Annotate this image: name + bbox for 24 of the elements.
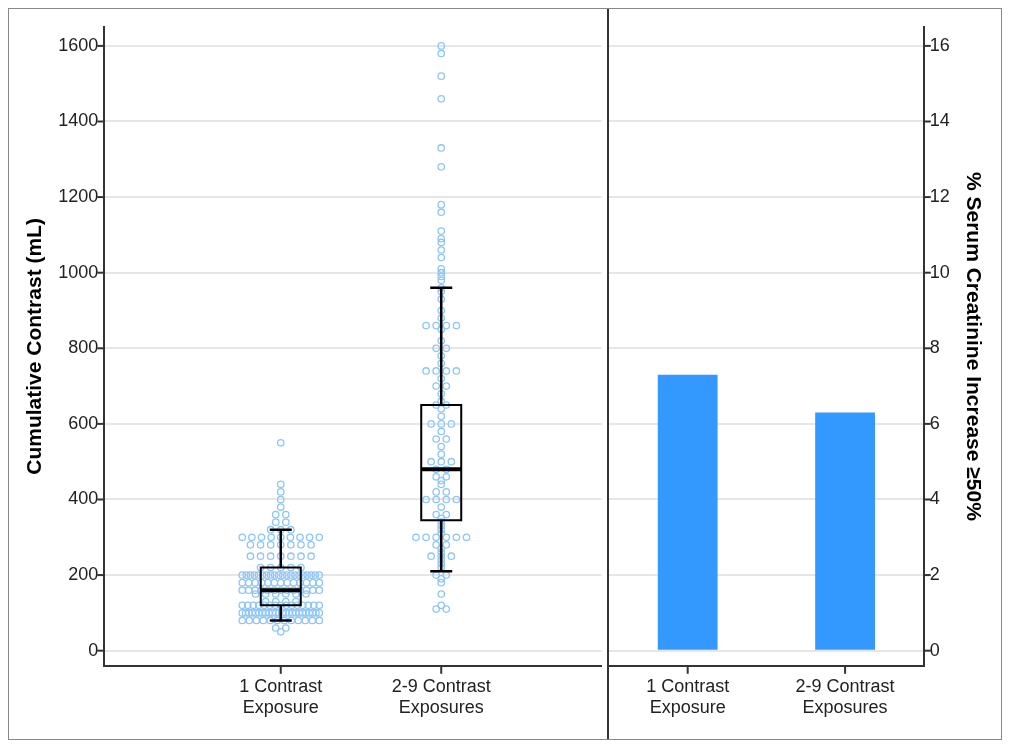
y-axis-title: Cumulative Contrast (mL)	[22, 218, 46, 475]
y-tick-label: 800	[68, 337, 99, 358]
x-tick-label: 1 Contrast Exposure	[239, 675, 323, 718]
y2-tick-label: 8	[929, 337, 940, 358]
y-tick-label: 1400	[58, 110, 99, 131]
x-tick-label: 2-9 Contrast Exposures	[391, 675, 491, 718]
y2-tick-label: 0	[929, 639, 940, 660]
y-tick-label: 1000	[58, 261, 99, 282]
y-tick-label: 0	[88, 639, 99, 660]
y2-tick-label: 14	[929, 110, 950, 131]
y-tick-label: 1600	[58, 34, 99, 55]
y-tick-label: 600	[68, 412, 99, 433]
x-tick-label: 1 Contrast Exposure	[646, 675, 730, 718]
y2-tick-label: 2	[929, 564, 940, 585]
y-tick-label: 1200	[58, 186, 99, 207]
y-tick-label: 200	[68, 564, 99, 585]
y2-tick-label: 6	[929, 412, 940, 433]
y2-tick-label: 10	[929, 261, 950, 282]
y2-axis-title: % Serum Creatinine Increase ≥50%	[962, 171, 986, 522]
y-tick-label: 400	[68, 488, 99, 509]
y2-tick-label: 4	[929, 488, 940, 509]
y2-tick-label: 12	[929, 186, 950, 207]
x-tick-label: 2-9 Contrast Exposures	[795, 675, 895, 718]
y2-tick-label: 16	[929, 34, 950, 55]
